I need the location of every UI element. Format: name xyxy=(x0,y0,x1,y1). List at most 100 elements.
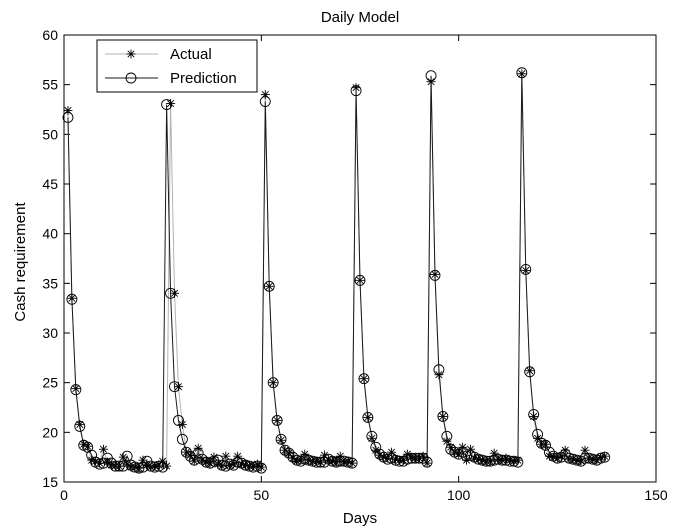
data-point-prediction xyxy=(532,428,544,440)
data-point-prediction xyxy=(319,456,330,468)
data-point-prediction xyxy=(366,430,378,442)
data-point-prediction xyxy=(480,455,492,467)
data-point-prediction xyxy=(476,454,488,466)
data-point-prediction xyxy=(232,456,244,468)
data-point-actual xyxy=(134,463,144,473)
data-point-actual xyxy=(173,382,183,392)
data-point-prediction xyxy=(433,364,445,376)
markers-prediction xyxy=(62,67,611,474)
y-tick-label: 55 xyxy=(42,77,58,93)
data-point-prediction xyxy=(350,85,362,97)
data-point-prediction xyxy=(330,456,342,468)
data-point-prediction xyxy=(516,67,528,79)
data-point-prediction xyxy=(524,366,536,378)
data-point-actual xyxy=(71,384,81,394)
data-point-prediction xyxy=(441,430,453,442)
data-point-prediction xyxy=(113,460,125,472)
data-point-prediction xyxy=(86,449,98,461)
data-point-prediction xyxy=(271,414,283,426)
data-point-prediction xyxy=(417,452,429,464)
data-point-actual xyxy=(430,269,440,279)
x-tick-label: 50 xyxy=(254,487,270,503)
data-point-prediction xyxy=(133,462,145,474)
x-tick-label: 100 xyxy=(447,487,471,503)
data-point-prediction xyxy=(326,455,338,467)
data-point-actual xyxy=(264,281,274,291)
data-point-prediction xyxy=(358,373,370,385)
data-point-prediction xyxy=(315,456,326,468)
data-point-prediction xyxy=(555,451,567,463)
data-point-prediction xyxy=(500,454,512,466)
data-point-prediction xyxy=(291,454,303,466)
data-point-prediction xyxy=(520,263,532,275)
data-point-actual xyxy=(426,77,436,87)
data-point-prediction xyxy=(173,414,184,426)
data-point-actual xyxy=(371,445,381,455)
data-point-actual xyxy=(221,451,231,461)
data-point-prediction xyxy=(244,460,255,472)
data-point-prediction xyxy=(299,453,311,465)
y-tick-label: 30 xyxy=(42,325,58,341)
data-point-actual xyxy=(438,411,448,421)
data-point-prediction xyxy=(567,453,579,465)
data-point-actual xyxy=(118,452,128,462)
legend-marker-actual xyxy=(126,49,136,59)
data-point-prediction xyxy=(109,460,121,472)
data-point-prediction xyxy=(153,460,165,472)
data-point-prediction xyxy=(504,455,516,467)
data-point-prediction xyxy=(157,461,169,473)
data-point-prediction xyxy=(575,455,587,467)
data-point-prediction xyxy=(437,410,449,422)
y-axis-label: Cash requirement xyxy=(12,202,29,322)
data-point-prediction xyxy=(216,459,228,471)
data-point-prediction xyxy=(401,453,413,465)
x-tick-label: 150 xyxy=(644,487,668,503)
data-point-prediction xyxy=(346,457,358,469)
data-point-prediction xyxy=(540,439,551,451)
data-point-prediction xyxy=(224,458,236,470)
data-point-prediction xyxy=(200,456,212,468)
data-point-prediction xyxy=(117,460,129,472)
data-point-prediction xyxy=(283,447,295,459)
legend-box xyxy=(96,39,258,93)
data-point-prediction xyxy=(472,453,484,465)
legend-label-prediction: Prediction xyxy=(170,70,237,87)
data-point-prediction xyxy=(311,456,323,468)
data-point-actual xyxy=(233,451,243,461)
data-point-prediction xyxy=(409,452,421,464)
data-point-prediction xyxy=(429,269,441,281)
data-point-prediction xyxy=(188,454,200,466)
chart-title: Daily Model xyxy=(321,9,399,26)
data-point-prediction xyxy=(255,462,267,474)
data-point-actual xyxy=(525,366,535,376)
x-axis-label: Days xyxy=(343,510,377,527)
data-point-prediction xyxy=(263,280,275,292)
data-point-prediction xyxy=(390,454,401,466)
data-point-actual xyxy=(363,412,373,422)
legend-marker-prediction xyxy=(125,72,137,84)
y-tick-label: 15 xyxy=(42,474,58,490)
data-point-prediction xyxy=(149,461,161,473)
data-point-actual xyxy=(359,374,369,384)
data-point-actual xyxy=(580,445,590,455)
data-point-prediction xyxy=(121,450,133,462)
y-tick-label: 35 xyxy=(42,275,58,291)
data-point-prediction xyxy=(94,458,105,470)
x-tick-label: 0 xyxy=(60,487,68,503)
data-point-prediction xyxy=(342,456,354,468)
data-point-prediction xyxy=(267,377,279,389)
data-point-prediction xyxy=(129,461,141,473)
data-point-actual xyxy=(600,451,610,461)
data-point-actual xyxy=(355,275,365,285)
data-point-prediction xyxy=(303,454,315,466)
data-point-prediction xyxy=(334,455,346,467)
data-point-prediction xyxy=(583,452,595,464)
data-point-prediction xyxy=(74,420,86,432)
data-point-prediction xyxy=(307,455,319,467)
data-point-prediction xyxy=(247,461,259,473)
data-point-actual xyxy=(98,444,108,454)
data-point-actual xyxy=(540,439,550,449)
data-point-prediction xyxy=(192,447,204,459)
data-point-prediction xyxy=(161,99,173,110)
